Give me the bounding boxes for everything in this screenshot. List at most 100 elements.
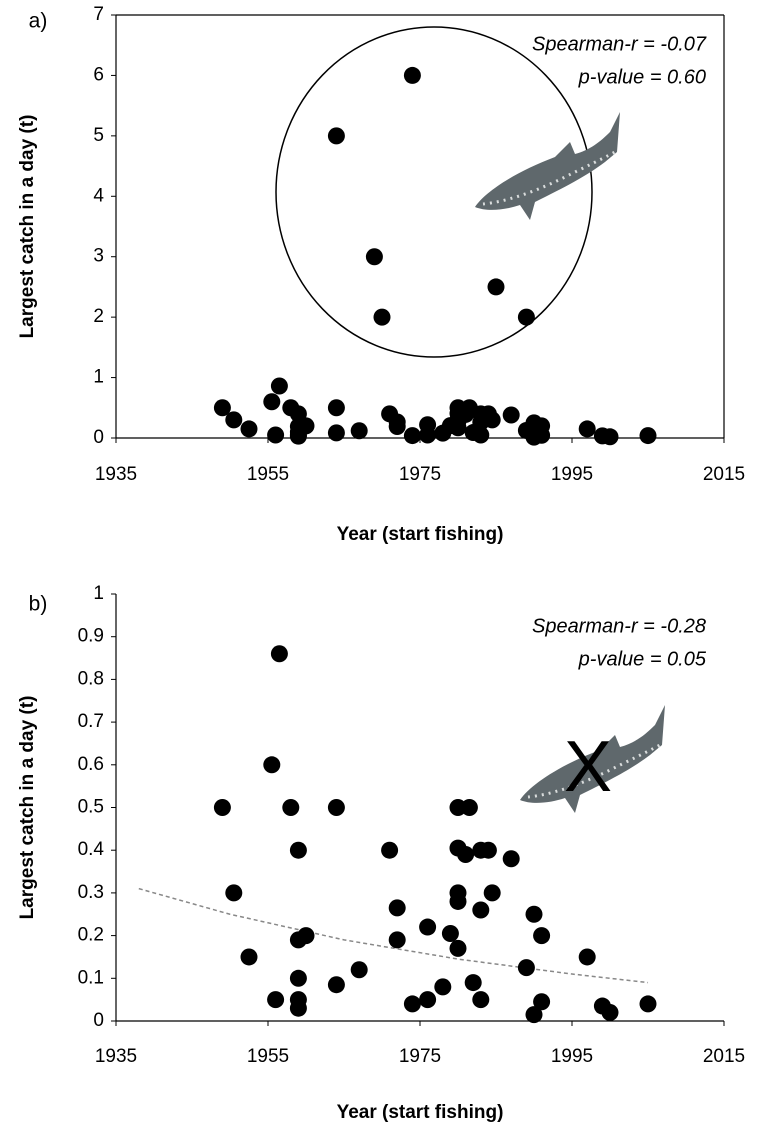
data-point (289, 405, 307, 423)
data-point (517, 308, 535, 326)
data-point (449, 892, 467, 910)
y-tick-label: 0.1 (78, 967, 104, 988)
data-point (350, 422, 368, 440)
data-point (533, 426, 551, 444)
data-point (533, 927, 551, 945)
data-point (225, 411, 243, 429)
data-point (289, 969, 307, 987)
data-point (487, 278, 505, 296)
panel-label: a) (29, 10, 48, 33)
data-point (472, 426, 490, 444)
data-point (388, 899, 406, 917)
annotation: Spearman-r = -0.28 (532, 615, 706, 637)
data-point (388, 418, 406, 436)
data-point (578, 420, 596, 438)
data-point (483, 884, 501, 902)
data-point (263, 756, 281, 774)
data-point (479, 841, 497, 859)
data-point (327, 799, 345, 816)
y-tick-label: 0.6 (78, 754, 104, 775)
data-point (457, 845, 475, 863)
data-point (365, 248, 383, 266)
data-point (639, 995, 657, 1013)
data-point (225, 884, 243, 902)
data-point (502, 850, 520, 868)
y-tick-label: 1 (93, 367, 104, 388)
x-tick-label: 1995 (551, 464, 593, 485)
annotation: Spearman-r = -0.07 (532, 33, 707, 55)
y-tick-label: 0 (93, 427, 104, 448)
data-point (327, 424, 345, 442)
data-point (373, 308, 391, 326)
data-point (472, 991, 490, 1009)
y-tick-label: 2 (93, 306, 104, 327)
data-point (578, 948, 596, 966)
shark-icon (475, 112, 620, 220)
data-point (297, 927, 315, 945)
data-point (403, 995, 421, 1013)
annotation: p-value = 0.05 (578, 648, 707, 670)
data-point (327, 127, 345, 145)
data-point (517, 959, 535, 977)
data-point (240, 948, 258, 966)
y-tick-label: 0.7 (78, 711, 104, 732)
data-point (213, 799, 231, 816)
y-axis-title: Largest catch in a day (t) (17, 696, 38, 920)
x-tick-label: 1935 (95, 1046, 137, 1067)
data-point (327, 399, 345, 417)
data-point (525, 1006, 543, 1024)
data-point (263, 393, 281, 411)
annotation: p-value = 0.60 (578, 66, 706, 88)
x-tick-label: 1975 (399, 1046, 441, 1067)
data-point (381, 841, 399, 859)
x-tick-label: 2015 (703, 1046, 745, 1067)
data-point (213, 399, 231, 417)
y-tick-label: 0.5 (78, 797, 104, 818)
data-point (240, 420, 258, 438)
y-tick-label: 0 (93, 1010, 104, 1031)
y-tick-label: 1 (93, 583, 104, 604)
data-point (289, 999, 307, 1017)
data-point (267, 991, 285, 1009)
y-tick-label: 3 (93, 246, 104, 267)
data-point (483, 411, 501, 429)
y-axis-title: Largest catch in a day (t) (17, 115, 38, 339)
y-tick-label: 6 (93, 64, 104, 85)
data-point (270, 645, 288, 663)
data-point (601, 1003, 619, 1021)
data-point (403, 66, 421, 84)
x-tick-label: 1975 (399, 464, 441, 485)
data-point (525, 905, 543, 923)
data-point (502, 406, 520, 424)
data-point (289, 841, 307, 859)
x-tick-label: 1955 (247, 1046, 289, 1067)
data-point (601, 428, 619, 446)
y-tick-label: 5 (93, 125, 104, 146)
data-point (419, 426, 437, 444)
data-point (270, 377, 288, 395)
x-tick-label: 1955 (247, 464, 289, 485)
data-point (297, 417, 315, 435)
cross-mark: X (564, 727, 612, 807)
data-point (403, 427, 421, 445)
x-tick-label: 1935 (95, 464, 137, 485)
data-point (533, 993, 551, 1011)
y-tick-label: 7 (93, 4, 104, 25)
y-tick-label: 0.2 (78, 925, 104, 946)
y-tick-label: 0.4 (78, 839, 105, 860)
data-point (434, 978, 452, 996)
y-tick-label: 0.9 (78, 626, 104, 647)
trend-line (138, 887, 649, 984)
data-point (464, 974, 482, 992)
y-tick-label: 4 (93, 185, 104, 206)
data-point (327, 976, 345, 994)
data-point (441, 924, 459, 942)
shark-icon (520, 705, 665, 813)
x-axis-title: Year (start fishing) (337, 524, 504, 545)
x-axis-title: Year (start fishing) (337, 1102, 504, 1123)
y-tick-label: 0.8 (78, 668, 104, 689)
data-point (639, 427, 657, 445)
y-tick-label: 0.3 (78, 882, 104, 903)
